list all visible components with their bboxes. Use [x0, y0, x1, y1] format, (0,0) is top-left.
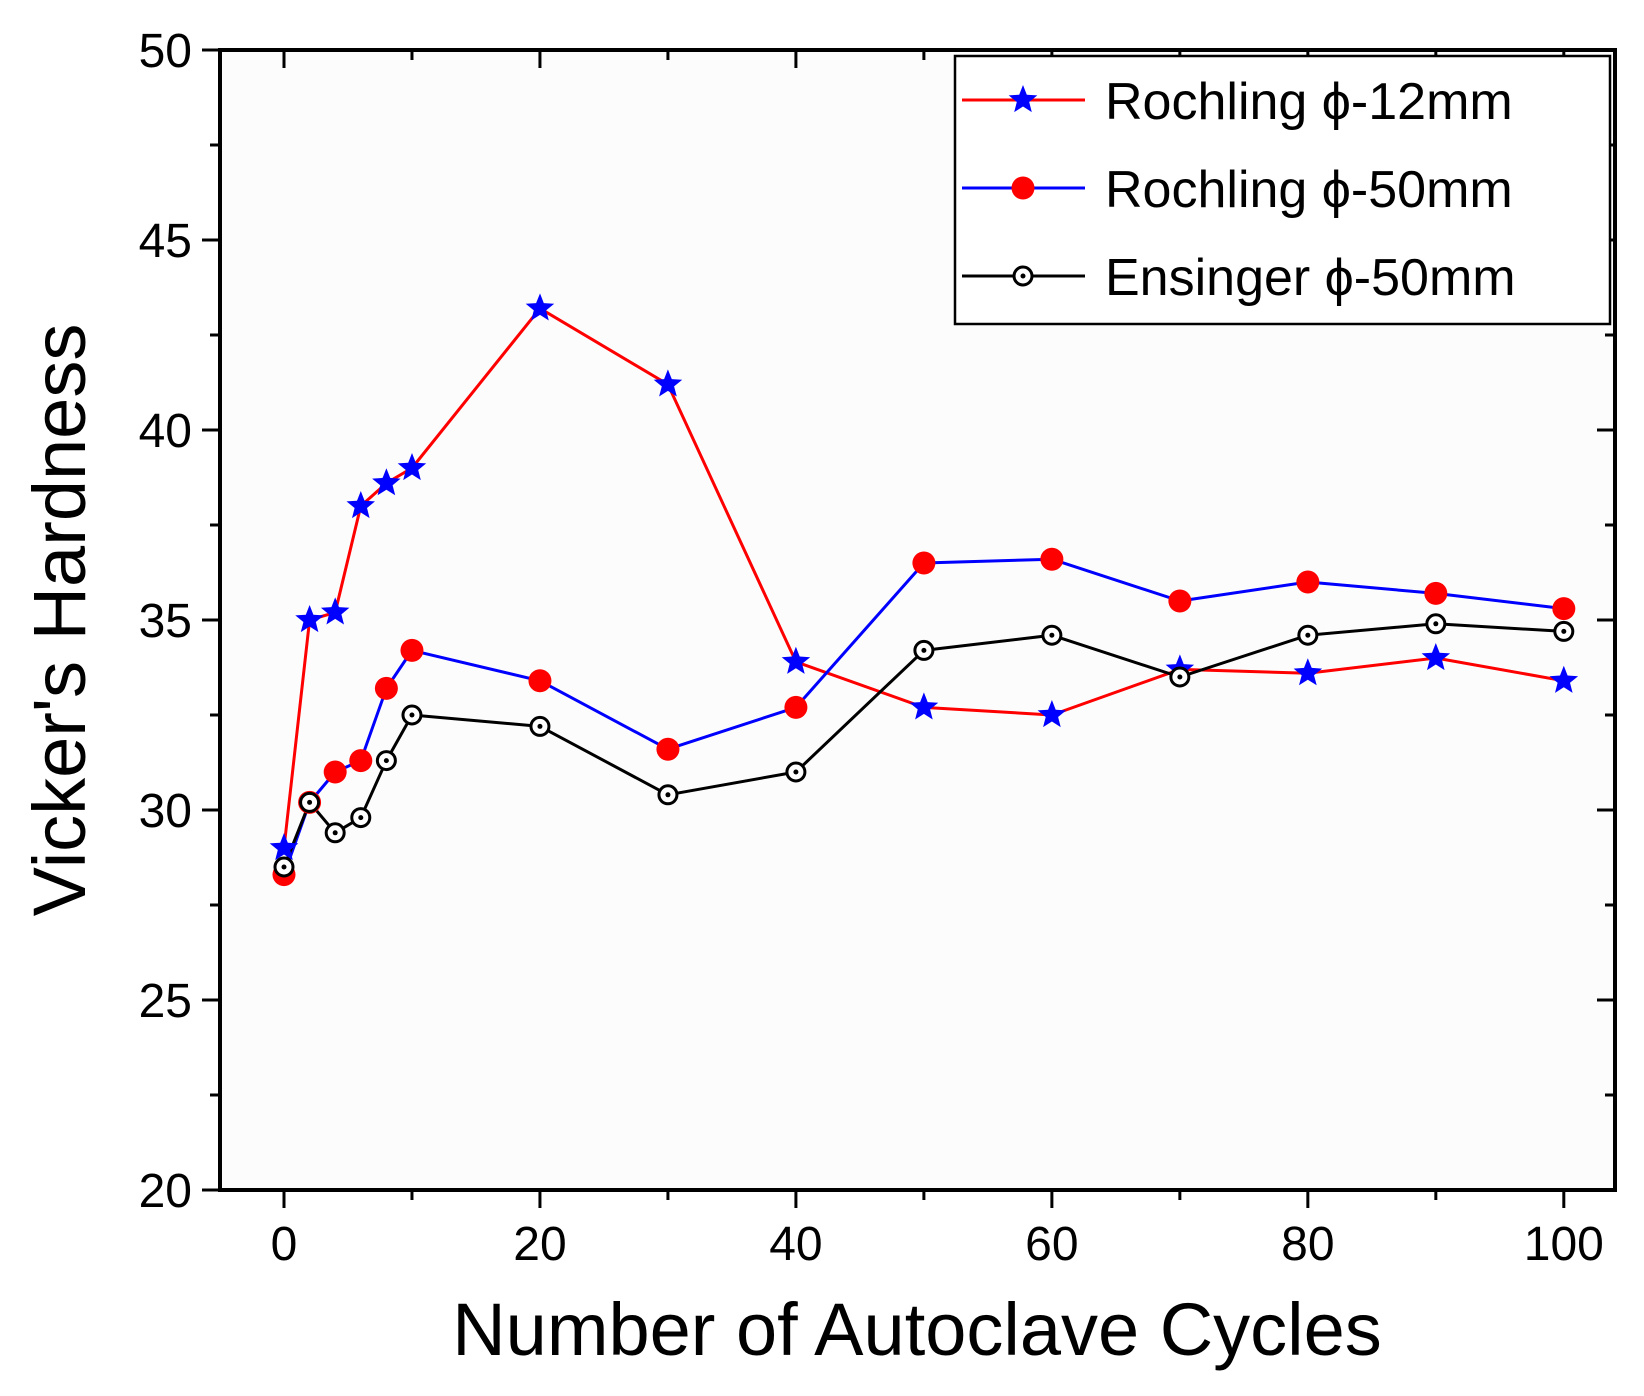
data-point [1553, 620, 1575, 642]
legend-label-0: Rochling ϕ-12mm [1105, 73, 1513, 131]
data-point [781, 646, 811, 674]
data-point [1425, 613, 1447, 635]
data-point [785, 761, 807, 783]
data-point [656, 737, 680, 761]
data-point [323, 760, 347, 784]
x-tick-label: 60 [1025, 1218, 1078, 1271]
legend-marker-0 [1008, 85, 1038, 113]
axis-ticks: 0 20 40 60 80 100 20 25 30 35 40 45 50 [139, 25, 1615, 1271]
data-point [1424, 581, 1448, 605]
data-point [350, 807, 372, 829]
x-tick-label: 100 [1524, 1218, 1604, 1271]
legend-label-1: Rochling ϕ-50mm [1105, 161, 1513, 219]
data-point [525, 293, 555, 321]
data-point [400, 638, 424, 662]
data-point [295, 605, 324, 633]
legend-marker-1 [1011, 176, 1035, 200]
data-point [1168, 589, 1192, 613]
data-point [401, 704, 423, 726]
series-layer [269, 293, 1579, 887]
data-point [299, 791, 321, 813]
y-tick-label: 35 [139, 595, 192, 648]
y-tick-label: 25 [139, 975, 192, 1028]
data-point [1041, 624, 1063, 646]
data-point [1169, 666, 1191, 688]
data-point [913, 639, 935, 661]
series-markers-1 [272, 547, 1576, 887]
legend-marker-2 [1012, 265, 1034, 287]
x-tick-label: 20 [513, 1218, 566, 1271]
data-point [273, 856, 295, 878]
x-tick-label: 80 [1281, 1218, 1334, 1271]
data-point [269, 833, 299, 861]
data-point [1297, 624, 1319, 646]
data-point [1293, 658, 1323, 686]
data-point [653, 369, 683, 397]
data-point [346, 491, 375, 519]
legend-box [953, 54, 1612, 326]
data-point [320, 597, 350, 625]
data-point [1552, 597, 1576, 621]
data-point [1040, 547, 1064, 571]
data-point [528, 669, 552, 693]
data-point [397, 453, 427, 481]
data-point [324, 822, 346, 844]
y-tick-label: 40 [139, 405, 192, 458]
y-tick-label: 30 [139, 785, 192, 838]
y-tick-label: 20 [139, 1165, 192, 1218]
x-tick-label: 40 [769, 1218, 822, 1271]
data-point [1037, 700, 1067, 728]
x-axis-title: Number of Autoclave Cycles [452, 1288, 1382, 1371]
data-point [529, 715, 551, 737]
data-point [372, 468, 401, 496]
data-point [912, 551, 936, 575]
y-tick-label: 50 [139, 25, 192, 78]
y-tick-label: 45 [139, 215, 192, 268]
data-point [349, 749, 373, 773]
data-point [784, 695, 808, 719]
data-point [374, 676, 398, 700]
series-markers-2 [273, 613, 1575, 878]
legend: Rochling ϕ-12mm Rochling ϕ-50mm Ensinger ϕ… [953, 54, 1612, 326]
data-point [375, 750, 397, 772]
data-point [909, 692, 939, 720]
data-point [657, 784, 679, 806]
legend-label-2: Ensinger ϕ-50mm [1105, 249, 1516, 307]
data-point [1296, 570, 1320, 594]
data-point [1549, 665, 1579, 693]
x-tick-label: 0 [271, 1218, 298, 1271]
data-point [1421, 643, 1451, 671]
y-axis-title: Vicker's Hardness [18, 324, 101, 917]
